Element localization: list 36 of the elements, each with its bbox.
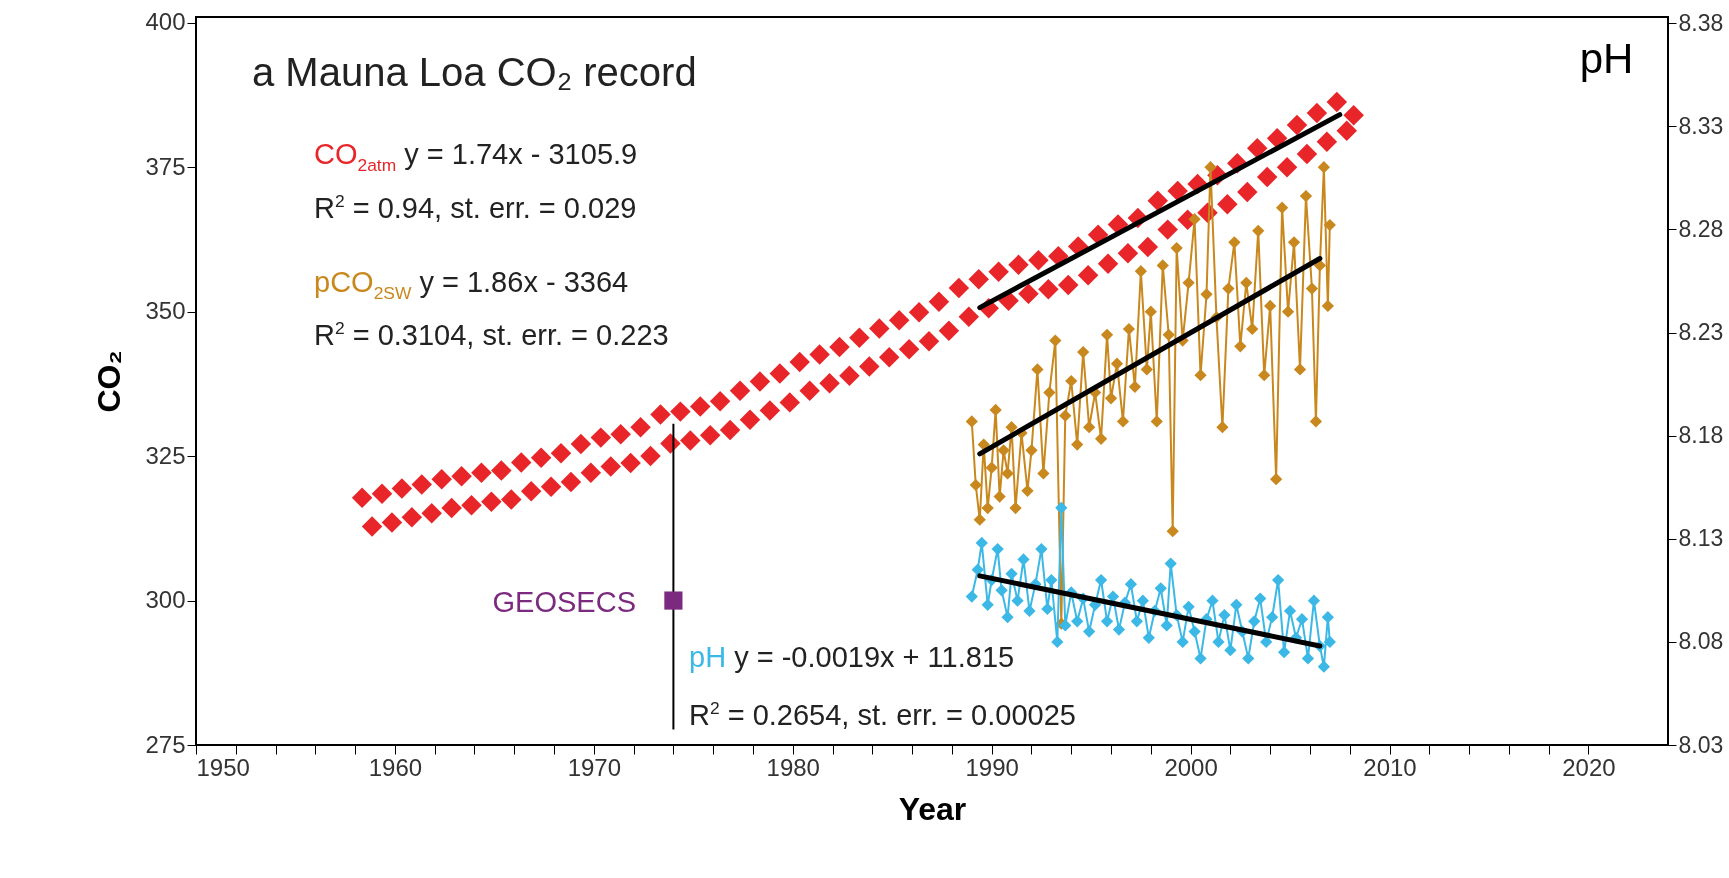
x-tick-label: 1960: [368, 753, 423, 781]
annotation: y = 1.86x - 3364: [419, 266, 629, 298]
y2-axis-title: pH: [1579, 34, 1634, 82]
y2-tick-label: 8.18: [1678, 422, 1724, 449]
y2-tick-label: 8.03: [1678, 731, 1724, 758]
annotation: y = -0.0019x + 11.815: [734, 641, 1015, 673]
y-tick-label: 325: [145, 441, 186, 469]
y2-tick-label: 8.23: [1678, 319, 1724, 346]
x-tick-label: 1990: [965, 753, 1019, 781]
annotation: R$^{2}$ = 0.94, st. err. = 0.029: [314, 191, 637, 224]
y2-tick-label: 8.38: [1678, 9, 1724, 36]
text: pCO$_{2SW}$: [314, 266, 412, 303]
y2-tick-label: 8.13: [1678, 525, 1724, 552]
annotation: R$^{2}$ = 0.3104, st. err. = 0.223: [314, 318, 669, 351]
x-axis-title: Year: [898, 790, 967, 827]
y2-tick-label: 8.28: [1678, 215, 1724, 242]
x-tick-label: 2010: [1363, 753, 1417, 781]
x-tick-label: 2000: [1164, 753, 1218, 781]
annotation: R$^{2}$ = 0.2654, st. err. = 0.00025: [689, 698, 1076, 731]
y-tick-label: 300: [145, 586, 186, 614]
y-tick-label: 350: [145, 297, 186, 325]
y2-tick-label: 8.08: [1678, 628, 1724, 655]
x-tick-label: 1970: [567, 753, 622, 781]
text: pH: [689, 641, 727, 673]
x-tick-label: 1950: [196, 753, 250, 781]
y-axis-title: CO₂: [91, 350, 128, 413]
series-label: GEOSECS: [492, 586, 636, 618]
x-tick-label: 2020: [1562, 753, 1616, 781]
y-tick-label: 400: [145, 8, 186, 36]
text: CO$_{2atm}$: [314, 138, 397, 175]
x-tick-label: 1980: [766, 753, 820, 781]
y-tick-label: 375: [145, 152, 186, 180]
y-tick-label: 275: [145, 730, 186, 758]
y2-tick-label: 8.33: [1678, 112, 1724, 139]
annotation: y = 1.74x - 3105.9: [404, 138, 638, 170]
text: a Mauna Loa CO₂ record: [252, 50, 697, 94]
